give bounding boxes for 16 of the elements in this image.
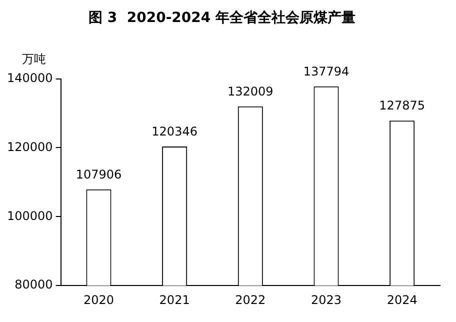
x-tick-label: 2024 <box>386 292 418 307</box>
y-tick-label: 80000 <box>14 278 53 292</box>
y-tick-label: 120000 <box>6 140 53 154</box>
data-label: 127875 <box>379 98 425 113</box>
y-tick-label: 140000 <box>6 70 53 85</box>
y-tick-label: 100000 <box>6 208 53 223</box>
y-axis-title: 万吨 <box>22 52 46 66</box>
data-label: 107906 <box>76 168 122 182</box>
chart-title: 图 3 2020-2024 年全省全社会原煤产量 <box>88 9 356 26</box>
data-label: 120346 <box>152 124 198 139</box>
x-tick-label: 2020 <box>83 292 114 307</box>
data-label: 132009 <box>228 84 274 98</box>
x-tick-label: 2021 <box>159 292 190 307</box>
x-tick-label: 2023 <box>310 292 342 307</box>
x-tick-label: 2022 <box>235 292 266 307</box>
data-label: 137794 <box>303 64 350 79</box>
